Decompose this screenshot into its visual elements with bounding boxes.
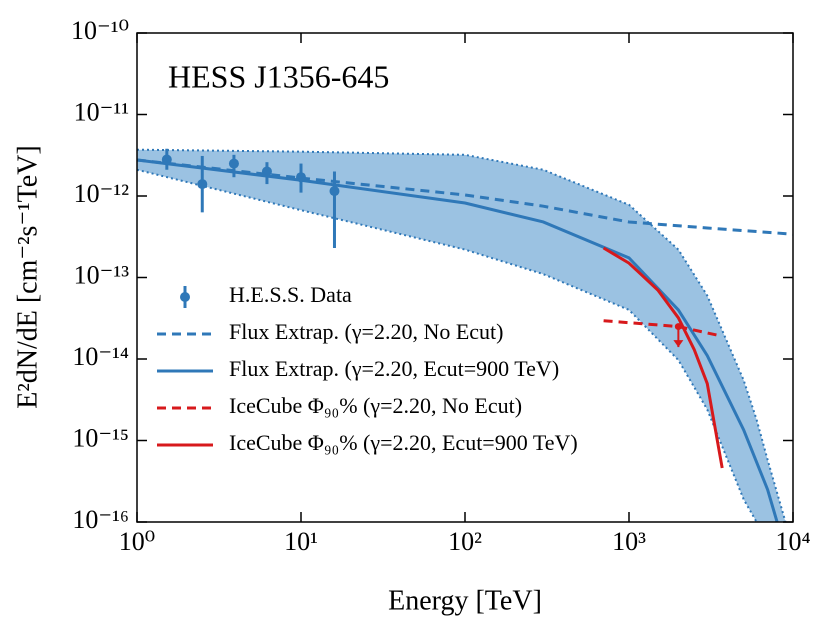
y-tick-label: 10⁻¹⁴ (72, 342, 129, 371)
y-axis-label: E²dN/dE [cm⁻²s⁻¹TeV] (12, 145, 43, 409)
legend-label: H.E.S.S. Data (229, 282, 352, 307)
y-tick-label: 10⁻¹² (74, 179, 130, 208)
y-tick-label: 10⁻¹⁶ (72, 505, 129, 534)
legend: H.E.S.S. Data Flux Extrap. (γ=2.20, No Ec… (157, 282, 578, 455)
solid-line (602, 246, 724, 469)
y-tick-label: 10⁻¹¹ (74, 97, 129, 126)
dashed-line (137, 158, 793, 236)
legend-label: Flux Extrap. (γ=2.20, No Ecut) (229, 319, 503, 344)
band-lower-edge (137, 168, 758, 522)
x-tick-label: 10¹ (284, 527, 318, 556)
legend-label: IceCube Φ₉₀% (γ=2.20, Ecut=900 TeV) (229, 430, 578, 455)
x-tick-label: 10⁰ (119, 527, 155, 556)
solid-line (137, 158, 779, 522)
x-tick-label: 10³ (612, 527, 646, 556)
upper-limit-arrowhead (673, 340, 684, 348)
x-tick-label: 10² (448, 527, 482, 556)
legend-marker (180, 292, 190, 302)
y-tick-label: 10⁻¹³ (74, 260, 130, 289)
x-tick-label: 10⁴ (775, 527, 810, 556)
y-tick-label: 10⁻¹⁵ (72, 423, 129, 452)
x-axis-label: Energy [TeV] (388, 585, 542, 616)
data-point (228, 158, 239, 169)
upper-limit-point (674, 323, 682, 331)
data-point (329, 186, 340, 197)
annotation: HESS J1356-645 (168, 58, 389, 94)
uncertainty-band (137, 149, 786, 522)
axes: 10⁰ 10¹ 10² 10³ 10⁴ 10⁻¹⁶ 10⁻¹⁵ 10⁻¹⁴ 10⁻¹³ 10⁻¹²… (71, 16, 810, 556)
y-tick-label: 10⁻¹⁰ (71, 16, 129, 45)
data-point (197, 179, 208, 190)
legend-label: IceCube Φ₉₀% (γ=2.20, No Ecut) (229, 393, 522, 418)
plot-area (137, 148, 793, 522)
legend-label: Flux Extrap. (γ=2.20, Ecut=900 TeV) (229, 356, 559, 381)
